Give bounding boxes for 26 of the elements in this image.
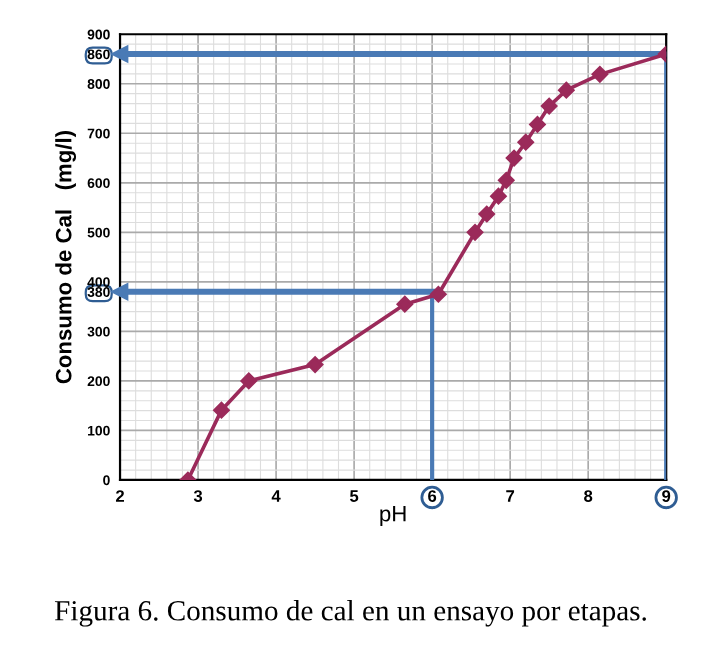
x-tick-label: 9 [662, 490, 671, 502]
point [591, 66, 609, 83]
point [430, 285, 447, 303]
point [240, 372, 258, 390]
point [505, 149, 523, 167]
x-tick-label: 2 [115, 490, 125, 502]
x-tick-label: 3 [193, 490, 203, 502]
x-axis-title: pH [380, 506, 406, 526]
x-tick-label: 6 [428, 490, 437, 502]
point [529, 116, 546, 133]
point [490, 187, 507, 205]
point [558, 81, 575, 99]
x-tick-label: 5 [349, 490, 359, 502]
point [517, 133, 535, 151]
text: Figura 6. Consumo de cal en un ensayo por etapas. [54, 600, 646, 627]
point [478, 205, 496, 223]
x-tick-label: 4 [271, 490, 281, 502]
x-tick-label: 8 [584, 490, 593, 502]
point [306, 356, 324, 373]
x-tick-label: 7 [506, 490, 515, 502]
point [540, 97, 558, 115]
point [213, 401, 230, 419]
point [466, 224, 484, 241]
point [497, 172, 515, 189]
y-axis-title: Consumo de Cal (mg/l) [55, 131, 77, 384]
point [396, 295, 414, 313]
